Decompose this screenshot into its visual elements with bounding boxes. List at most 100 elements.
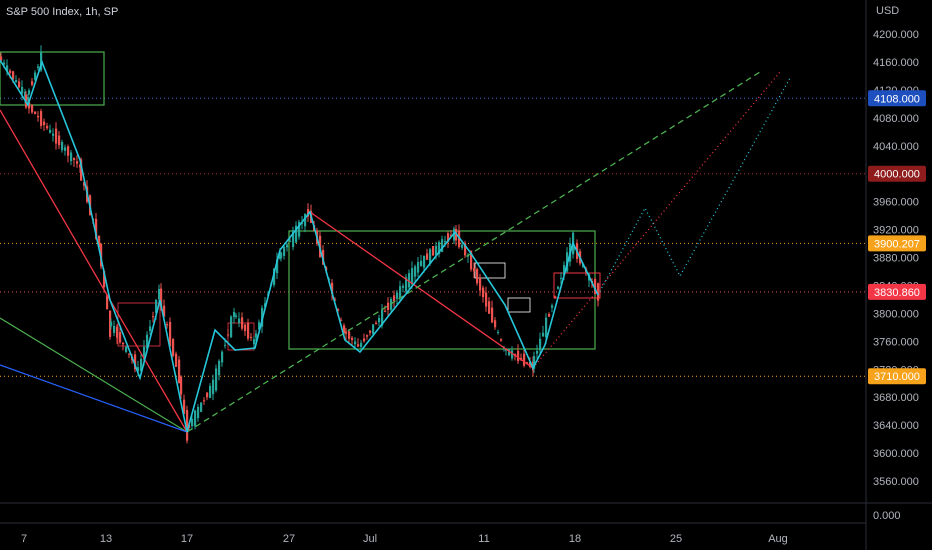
candle-body — [441, 239, 444, 252]
candle-body — [369, 330, 372, 333]
candle-body — [212, 379, 215, 395]
trendline-red-right — [309, 211, 534, 369]
price-tick-label: 4080.000 — [873, 113, 919, 125]
candle-body — [18, 81, 21, 88]
candle-body — [103, 270, 106, 288]
candle-body — [331, 282, 334, 294]
candle-body — [200, 402, 203, 412]
candle-body — [511, 350, 514, 359]
candle-body — [423, 255, 426, 268]
candle-body — [500, 339, 503, 341]
trendline-green — [0, 317, 188, 433]
candle-body — [34, 111, 37, 115]
candle-body — [378, 318, 381, 323]
candle-body — [244, 324, 247, 331]
candle-body — [183, 399, 186, 414]
candle-body — [545, 317, 548, 338]
candle-body — [307, 209, 310, 217]
candle-body — [215, 368, 218, 391]
candle-body — [402, 285, 405, 288]
candle-body — [209, 385, 212, 398]
candle-body — [508, 349, 511, 356]
candle-body — [0, 56, 3, 61]
price-label: 3710.000 — [874, 371, 920, 383]
candle-body — [255, 333, 258, 338]
time-tick-label: 11 — [478, 533, 489, 545]
candle-body — [276, 259, 279, 274]
candle-body — [27, 96, 30, 101]
price-tick-label: 3600.000 — [873, 448, 919, 460]
time-tick-label: 18 — [569, 533, 581, 545]
candle-body — [160, 288, 163, 308]
candle-body — [340, 319, 343, 321]
candle-body — [420, 260, 423, 267]
time-tick-label: 17 — [181, 533, 193, 545]
candle-body — [372, 324, 375, 334]
candle-body — [230, 316, 233, 338]
candle-body — [140, 358, 143, 371]
candle-body — [432, 246, 435, 256]
candle-body — [491, 307, 494, 323]
candle-body — [485, 292, 488, 307]
candle-body — [113, 325, 116, 333]
price-tick-label: 3560.000 — [873, 476, 919, 488]
candle-body — [408, 273, 411, 288]
projection-dashed-green — [186, 71, 761, 433]
candle-body — [116, 326, 119, 338]
candle-body — [206, 392, 209, 398]
candle-body — [119, 332, 122, 343]
zigzag-wave — [0, 59, 599, 433]
candle-body — [21, 86, 24, 94]
box-small-4 — [507, 297, 531, 313]
candle-body — [458, 230, 461, 248]
candle-body — [523, 353, 526, 366]
price-label-bg — [868, 368, 926, 385]
candle-body — [166, 324, 169, 326]
candle-body — [134, 354, 137, 370]
candle-body — [542, 332, 545, 337]
candle-body — [73, 157, 76, 161]
candle-body — [360, 342, 363, 347]
candle-body — [178, 359, 181, 384]
candle-body — [384, 310, 387, 312]
time-tick-label: 13 — [100, 533, 112, 545]
candle-body — [283, 246, 286, 256]
candle-body — [221, 351, 224, 363]
candle-body — [295, 225, 298, 243]
candle-body — [52, 133, 55, 136]
candle-body — [233, 311, 236, 317]
candle-body — [37, 115, 40, 118]
candle-body — [470, 250, 473, 270]
candle-body — [58, 135, 61, 146]
candle-body — [482, 287, 485, 297]
candle-body — [453, 228, 456, 241]
price-tick-label: 3920.000 — [873, 225, 919, 237]
candle-body — [536, 350, 539, 354]
price-tick-label: 3960.000 — [873, 197, 919, 209]
candle-body — [354, 341, 357, 345]
candle-body — [548, 314, 551, 317]
currency-label: USD — [876, 5, 899, 17]
candle-body — [31, 81, 34, 85]
candle-body — [3, 62, 6, 65]
candle-body — [447, 233, 450, 242]
candle-body — [83, 182, 86, 186]
candle-body — [414, 266, 417, 277]
candle-body — [560, 277, 563, 279]
candle-body — [594, 278, 597, 294]
target-box-red — [553, 272, 601, 299]
time-tick-label: Jul — [363, 533, 377, 545]
candle-body — [95, 218, 98, 239]
candle-body — [15, 79, 18, 83]
candle-body — [304, 213, 307, 227]
candle-body — [186, 409, 189, 441]
lower-pane-tick-label: 0.000 — [873, 510, 901, 522]
candle-body — [64, 147, 67, 151]
candle-body — [253, 339, 256, 345]
candle-body — [31, 105, 34, 113]
candle-body — [405, 277, 408, 292]
price-tick-label: 3760.000 — [873, 336, 919, 348]
candle-body — [298, 221, 301, 237]
candle-body — [533, 356, 536, 369]
